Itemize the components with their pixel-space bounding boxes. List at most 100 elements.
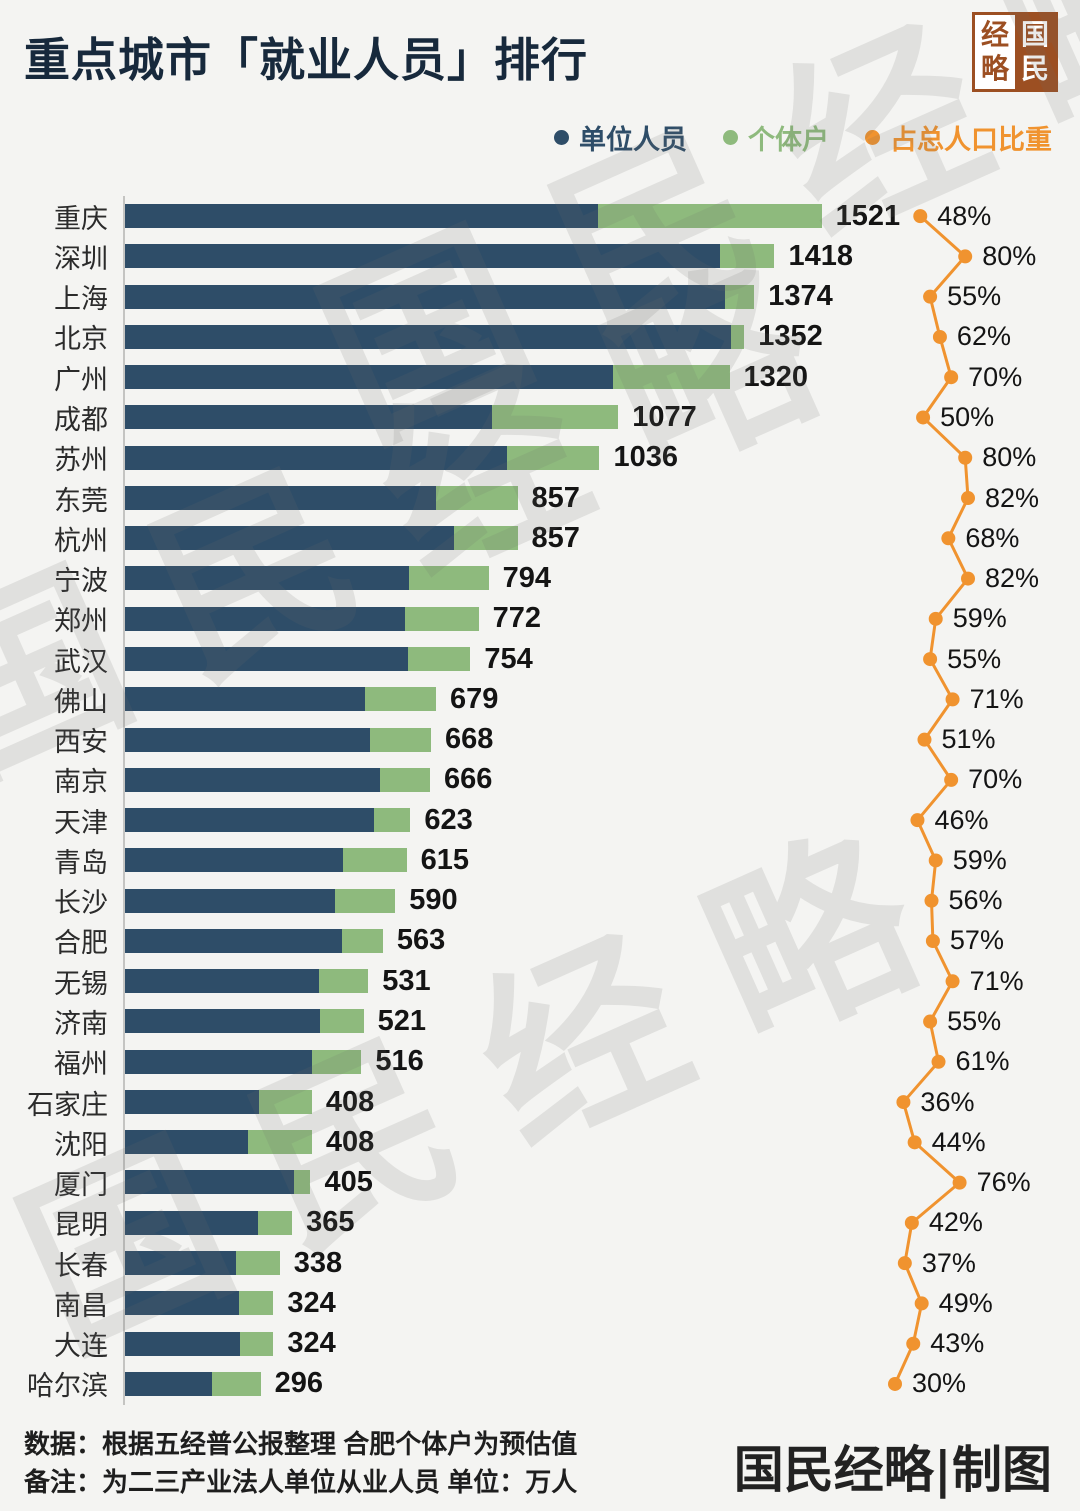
bar-self-segment — [613, 365, 730, 390]
footer-credit: 国民经略|制图 — [733, 1440, 1052, 1499]
legend-item-self: 个体户 — [723, 118, 829, 157]
total-value-label: 1320 — [743, 360, 809, 393]
total-value-label: 772 — [492, 602, 541, 635]
pct-value-label: 71% — [969, 965, 1024, 996]
total-value-label: 521 — [377, 1005, 426, 1038]
bar-unit-segment — [125, 1089, 259, 1114]
chart-row: 青岛 615 59% — [0, 840, 1080, 880]
total-value-label: 516 — [375, 1045, 424, 1078]
bar-unit-segment — [125, 606, 406, 631]
pct-value-label: 61% — [955, 1046, 1010, 1077]
bar-unit-segment — [125, 244, 721, 269]
chart-row: 广州 1320 70% — [0, 357, 1080, 397]
total-value-label: 1036 — [613, 441, 678, 474]
chart-row: 重庆 1521 48% — [0, 196, 1080, 236]
pct-value-label: 62% — [956, 321, 1011, 352]
chart-row: 长春 338 37% — [0, 1243, 1080, 1283]
bar-unit-segment — [125, 405, 493, 430]
bar-unit-segment — [125, 1009, 320, 1034]
pct-value-label: 82% — [985, 563, 1040, 594]
chart-row: 沈阳 408 44% — [0, 1122, 1080, 1162]
city-label: 西安 — [54, 727, 108, 758]
pct-value-label: 36% — [920, 1086, 975, 1117]
chart-area: 重庆 1521 48% 深圳 1418 80% 上海 1374 55% 北京 1… — [0, 196, 1080, 1405]
pct-value-label: 55% — [947, 281, 1002, 312]
total-value-label: 324 — [287, 1286, 336, 1319]
chart-row: 佛山 679 71% — [0, 679, 1080, 719]
bar-unit-segment — [125, 445, 508, 470]
bar-self-segment — [379, 767, 431, 792]
legend-dot-unit-icon — [554, 130, 569, 145]
chart-row: 东莞 857 82% — [0, 478, 1080, 518]
city-label: 武汉 — [54, 646, 108, 677]
bar-self-segment — [211, 1371, 261, 1396]
chart-row: 哈尔滨 296 30% — [0, 1364, 1080, 1404]
bar-unit-segment — [125, 969, 319, 994]
chart-row: 郑州 772 59% — [0, 599, 1080, 639]
brand-logo: 经略 国民 — [972, 12, 1058, 92]
bar-unit-segment — [125, 1210, 258, 1235]
bar-unit-segment — [125, 1130, 248, 1155]
city-label: 大连 — [54, 1331, 108, 1362]
city-label: 福州 — [54, 1049, 108, 1080]
legend-item-pct: 占总人口比重 — [865, 118, 1052, 157]
city-label: 青岛 — [54, 847, 108, 878]
pct-value-label: 55% — [947, 643, 1002, 674]
pct-value-label: 76% — [976, 1167, 1031, 1198]
bar-self-segment — [258, 1089, 312, 1114]
bar-self-segment — [235, 1251, 280, 1276]
page-title: 重点城市「就业人员」排行 — [24, 34, 588, 86]
bar-self-segment — [334, 888, 396, 913]
legend-item-unit: 单位人员 — [554, 118, 687, 157]
bar-unit-segment — [125, 485, 437, 510]
chart-row: 大连 324 43% — [0, 1324, 1080, 1364]
city-label: 长春 — [54, 1250, 108, 1281]
chart-row: 西安 668 51% — [0, 720, 1080, 760]
chart-row: 成都 1077 50% — [0, 397, 1080, 437]
bar-self-segment — [247, 1130, 312, 1155]
bar-unit-segment — [125, 888, 335, 913]
city-label: 石家庄 — [27, 1089, 108, 1120]
bar-self-segment — [731, 324, 745, 349]
city-label: 宁波 — [54, 566, 108, 597]
total-value-label: 338 — [293, 1246, 343, 1279]
bar-self-segment — [408, 566, 489, 591]
footer-source-note: 数据：根据五经普公报整理 合肥个体户为预估值 — [24, 1429, 578, 1459]
bar-self-segment — [239, 1291, 274, 1316]
bar-unit-segment — [125, 324, 732, 349]
legend-dot-self-icon — [723, 130, 738, 145]
city-label: 无锡 — [54, 968, 108, 999]
bar-unit-segment — [125, 204, 599, 228]
pct-value-label: 42% — [928, 1207, 983, 1238]
brand-logo-left-seal: 经略 — [975, 15, 1015, 89]
bar-self-segment — [257, 1210, 293, 1235]
pct-value-label: 59% — [952, 603, 1007, 634]
city-label: 天津 — [54, 807, 108, 838]
city-label: 合肥 — [54, 928, 108, 959]
bar-self-segment — [492, 405, 619, 430]
bar-self-segment — [319, 1009, 364, 1034]
bar-unit-segment — [125, 526, 455, 551]
chart-row: 杭州 857 68% — [0, 518, 1080, 558]
city-label: 苏州 — [54, 445, 108, 476]
bar-self-segment — [436, 485, 518, 510]
pct-value-label: 46% — [934, 804, 989, 835]
chart-row: 昆明 365 42% — [0, 1203, 1080, 1243]
total-value-label: 623 — [424, 803, 473, 836]
city-label: 沈阳 — [54, 1129, 108, 1160]
pct-value-label: 43% — [930, 1328, 985, 1359]
total-value-label: 857 — [531, 481, 580, 514]
bar-self-segment — [318, 969, 369, 994]
total-value-label: 408 — [325, 1085, 375, 1118]
bar-unit-segment — [125, 808, 374, 833]
bar-unit-segment — [125, 1331, 240, 1356]
chart-row: 石家庄 408 36% — [0, 1082, 1080, 1122]
bar-self-segment — [405, 606, 479, 631]
pct-value-label: 50% — [940, 401, 995, 432]
chart-row: 无锡 531 71% — [0, 961, 1080, 1001]
legend-label-unit: 单位人员 — [579, 125, 687, 155]
bar-unit-segment — [125, 767, 380, 792]
bar-unit-segment — [125, 928, 342, 953]
total-value-label: 754 — [484, 642, 533, 675]
